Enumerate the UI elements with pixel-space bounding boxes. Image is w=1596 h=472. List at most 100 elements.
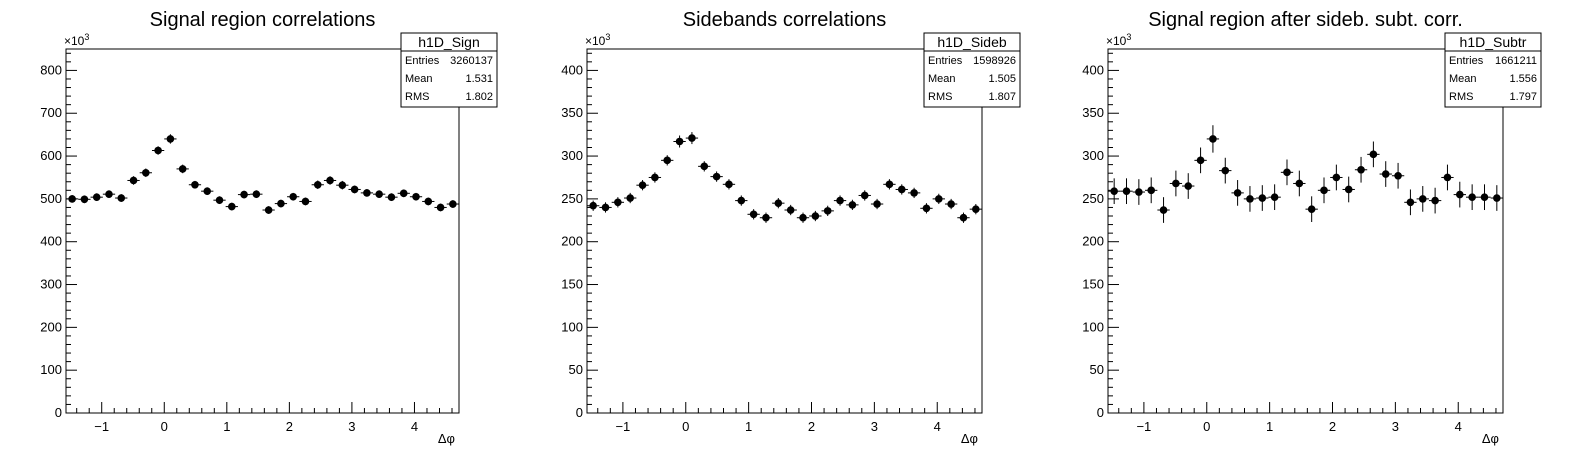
data-point [1428, 187, 1442, 214]
data-point [784, 204, 797, 216]
stats-row-value: 1.802 [465, 91, 493, 103]
data-marker [959, 213, 968, 222]
data-marker [313, 180, 322, 189]
data-marker [811, 212, 820, 220]
data-point [1317, 177, 1331, 204]
data-point [1231, 180, 1244, 206]
data-point [648, 172, 662, 183]
x-tick-label: 4 [411, 419, 418, 434]
y-axis-multiplier-exponent: 3 [605, 32, 610, 42]
data-marker [399, 189, 408, 198]
stats-row-value: 1661211 [1495, 55, 1537, 67]
data-point [636, 180, 649, 191]
data-point [1453, 181, 1466, 208]
data-marker [92, 193, 101, 201]
y-tick-label: 400 [561, 62, 583, 77]
data-marker [326, 176, 334, 185]
stats-row-label: RMS [1449, 91, 1473, 103]
data-marker [651, 173, 659, 182]
data-marker [129, 176, 138, 185]
data-point [587, 200, 600, 211]
stats-row-value: 1.531 [465, 73, 493, 85]
data-marker [436, 203, 445, 212]
data-marker [836, 196, 844, 205]
data-marker [227, 202, 236, 211]
data-point [883, 179, 896, 190]
data-marker [264, 206, 273, 214]
plot-title: Signal region correlations [150, 9, 376, 31]
data-marker [1480, 193, 1489, 201]
data-point [735, 195, 748, 206]
data-marker [1196, 156, 1205, 165]
y-axis-multiplier: ×103 [64, 32, 89, 48]
histogram-pad-2: Sidebands correlations 0 50 100 150 200 250 300… [561, 9, 1021, 446]
data-marker [191, 180, 199, 189]
data-point [127, 176, 140, 185]
y-tick-label: 300 [40, 277, 62, 292]
data-marker [1468, 193, 1476, 201]
data-point [1379, 161, 1392, 187]
stats-row-label: Mean [1449, 73, 1477, 85]
data-point [1367, 141, 1380, 168]
data-point [348, 185, 361, 194]
data-point [759, 212, 773, 223]
data-point [1404, 189, 1417, 216]
data-marker [663, 156, 672, 165]
data-marker [277, 199, 285, 208]
data-marker [1246, 195, 1254, 203]
stats-box: h1D_Sign Entries 3260137 Mean 1.531 RMS 1.802 [400, 32, 498, 108]
data-point [685, 132, 699, 145]
y-tick-label: 150 [1082, 277, 1104, 292]
data-marker [1394, 171, 1402, 180]
data-marker [1172, 179, 1180, 188]
data-point [385, 193, 398, 202]
y-axis-multiplier: ×103 [1106, 32, 1131, 48]
data-point [1342, 176, 1355, 203]
histogram-pad-3: Signal region after sideb. subt. corr. 0 5… [1082, 9, 1542, 446]
stats-row-label: RMS [928, 91, 952, 103]
data-point [1478, 184, 1491, 211]
data-marker [885, 180, 894, 189]
stats-row-label: Mean [928, 73, 956, 85]
data-point [1391, 162, 1405, 189]
x-axis-label: Δφ [961, 431, 978, 446]
y-axis-multiplier-base: ×10 [1106, 34, 1127, 48]
x-tick-label: −1 [94, 419, 109, 434]
data-point [213, 196, 226, 205]
x-tick-label: −1 [615, 419, 630, 434]
data-point [747, 209, 760, 220]
x-tick-label: 2 [808, 419, 815, 434]
data-point [809, 210, 822, 222]
data-marker [725, 180, 733, 189]
data-marker [947, 200, 955, 208]
data-point [1293, 170, 1306, 197]
data-point [1145, 177, 1158, 204]
data-marker [1184, 182, 1193, 190]
data-marker [252, 190, 261, 198]
y-axis-multiplier-base: ×10 [585, 34, 606, 48]
x-tick-label: 3 [348, 419, 355, 434]
data-marker [240, 190, 248, 199]
data-point [920, 203, 933, 214]
data-point [969, 204, 982, 215]
data-marker [1233, 189, 1242, 197]
y-tick-label: 100 [561, 319, 583, 334]
x-tick-label: 1 [223, 419, 230, 434]
data-marker [1357, 165, 1365, 174]
data-marker [154, 146, 162, 155]
data-point [434, 203, 447, 212]
data-marker [873, 200, 881, 208]
data-marker [712, 172, 721, 181]
data-point [1120, 178, 1133, 205]
y-tick-label: 200 [561, 234, 583, 249]
data-marker [897, 185, 906, 194]
data-marker [301, 197, 310, 206]
data-marker [363, 189, 371, 197]
data-point [611, 197, 625, 208]
data-marker [848, 201, 857, 209]
data-marker [375, 190, 383, 198]
stats-box: h1D_Subtr Entries 1661211 Mean 1.556 RMS 1.797 [1444, 32, 1542, 108]
data-point [1330, 164, 1343, 191]
y-axis-multiplier-base: ×10 [64, 34, 85, 48]
y-tick-label: 100 [1082, 319, 1104, 334]
